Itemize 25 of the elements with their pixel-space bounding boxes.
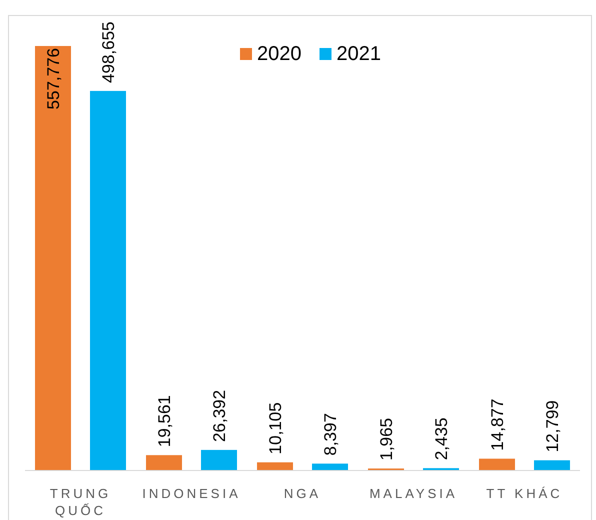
x-tick-label: MALAYSIA (369, 486, 458, 501)
data-label: 498,655 (99, 21, 118, 83)
bar (479, 458, 515, 470)
bar (201, 450, 237, 470)
bar (90, 90, 126, 470)
data-label: 10,105 (266, 402, 285, 454)
data-label: 14,877 (488, 398, 507, 451)
legend-label: 2020 (257, 43, 302, 65)
bar (35, 46, 71, 470)
data-label: 1,965 (377, 418, 396, 461)
data-label: 26,392 (210, 390, 229, 442)
x-tick-label: INDONESIA (142, 486, 241, 501)
x-tick-label: TT KHÁC (486, 486, 563, 501)
bar (146, 455, 182, 470)
bar (534, 460, 570, 470)
x-tick-label: NGA (284, 486, 322, 501)
data-label: 12,799 (543, 400, 562, 452)
data-label: 557,776 (44, 48, 63, 110)
bar (312, 464, 348, 470)
legend-label: 2021 (336, 43, 381, 65)
x-tick-label: TRUNG QUỐC (50, 486, 112, 518)
data-label: 2,435 (432, 418, 451, 460)
data-label: 8,397 (321, 413, 340, 456)
bar (257, 462, 293, 470)
data-label: 19,561 (155, 395, 174, 448)
